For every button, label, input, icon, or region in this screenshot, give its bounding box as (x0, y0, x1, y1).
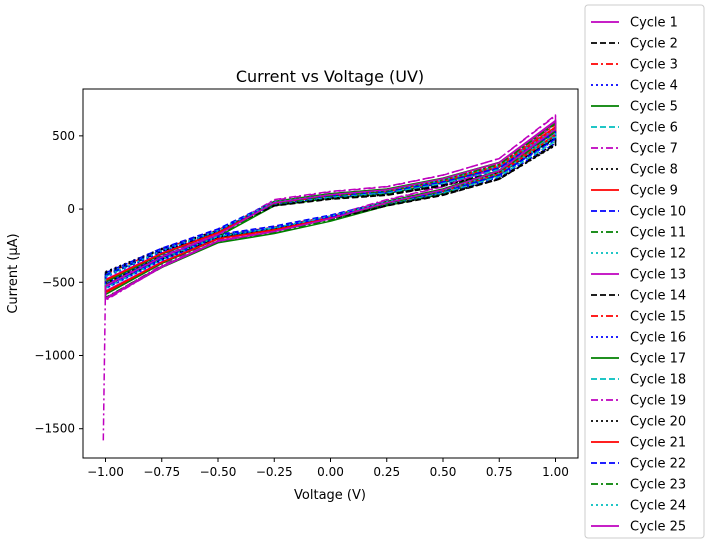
x-tick-label: 1.00 (542, 465, 569, 479)
legend-label: Cycle 25 (630, 520, 686, 535)
legend-label: Cycle 21 (630, 436, 686, 451)
legend-label: Cycle 23 (630, 478, 686, 493)
x-axis-label: Voltage (V) (294, 488, 366, 503)
x-tick-label: 0.25 (373, 465, 400, 479)
legend-label: Cycle 11 (630, 226, 686, 241)
chart-title: Current vs Voltage (UV) (236, 67, 424, 86)
y-tick-label: 500 (52, 129, 75, 143)
legend-label: Cycle 2 (630, 37, 678, 52)
legend-label: Cycle 13 (630, 268, 686, 283)
x-tick-label: −1.00 (87, 465, 124, 479)
y-axis: −1500 −1000 −500 0 500 (34, 129, 83, 436)
legend-box (584, 4, 705, 539)
y-axis-label: Current (µA) (6, 233, 21, 313)
legend-label: Cycle 17 (630, 352, 686, 367)
legend-label: Cycle 9 (630, 184, 678, 199)
legend-label: Cycle 18 (630, 373, 686, 388)
legend: Cycle 1 Cycle 2 Cycle 3 Cycle 4 Cycle 5 Cycle… (584, 4, 705, 539)
legend-label: Cycle 19 (630, 394, 686, 409)
legend-label: Cycle 22 (630, 457, 686, 472)
x-axis: −1.00 −0.75 −0.50 −0.25 0.00 0.25 0.50 0.75 1.00 (87, 458, 569, 479)
legend-label: Cycle 24 (630, 499, 686, 514)
series-layer (102, 114, 557, 441)
legend-label: Cycle 1 (630, 16, 678, 31)
legend-label: Cycle 20 (630, 415, 686, 430)
legend-label: Cycle 14 (630, 289, 686, 304)
x-tick-label: −0.25 (256, 465, 293, 479)
legend-label: Cycle 8 (630, 163, 678, 178)
legend-label: Cycle 10 (630, 205, 686, 220)
legend-label: Cycle 16 (630, 331, 686, 346)
y-tick-label: 0 (67, 202, 75, 216)
legend-label: Cycle 12 (630, 247, 686, 262)
legend-label: Cycle 4 (630, 79, 678, 94)
legend-label: Cycle 15 (630, 310, 686, 325)
legend-label: Cycle 6 (630, 121, 678, 136)
y-tick-label: −1500 (34, 422, 75, 436)
series-line-cycle-25 (104, 120, 557, 300)
y-tick-label: −500 (42, 275, 75, 289)
x-tick-label: 0.75 (486, 465, 513, 479)
x-tick-label: 0.00 (317, 465, 344, 479)
legend-label: Cycle 3 (630, 58, 678, 73)
x-tick-label: −0.75 (143, 465, 180, 479)
x-tick-label: −0.50 (200, 465, 237, 479)
legend-label: Cycle 7 (630, 142, 678, 157)
y-tick-label: −1000 (34, 349, 75, 363)
series-line-cycle-20 (104, 138, 557, 285)
x-tick-label: 0.50 (430, 465, 457, 479)
legend-label: Cycle 5 (630, 100, 678, 115)
